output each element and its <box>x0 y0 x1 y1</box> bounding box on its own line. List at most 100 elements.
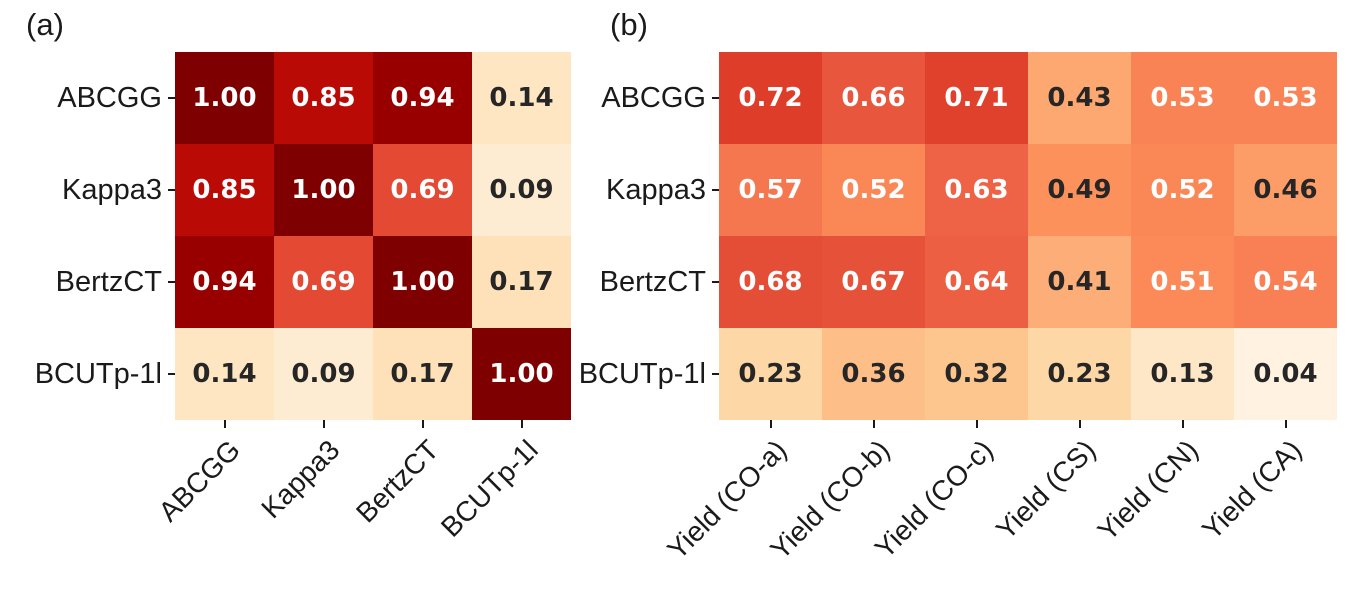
heatmap-cell: 0.57 <box>719 144 822 236</box>
x-tick: Yield (CO-c) <box>868 420 1028 590</box>
heatmap-row: ABCGG 0.72 0.66 0.71 0.43 0.53 0.53 <box>600 52 1337 144</box>
heatmap-cell: 0.52 <box>822 144 925 236</box>
x-tick: Yield (CO-a) <box>661 420 822 590</box>
heatmap-cell: 0.85 <box>175 144 274 236</box>
heatmap-cell: 0.94 <box>175 236 274 328</box>
x-tick-mark <box>520 420 523 428</box>
y-tick-label: Kappa3 <box>62 173 162 206</box>
x-tick-mark <box>322 420 325 428</box>
heatmap-cell: 0.09 <box>274 328 373 420</box>
heatmap-cell: 0.85 <box>274 52 373 144</box>
heatmap-cell: 0.41 <box>1028 236 1131 328</box>
x-tick-mark <box>421 420 424 428</box>
x-tick-mark <box>1284 420 1287 428</box>
y-tick-mark <box>168 281 175 283</box>
y-tick-label: Kappa3 <box>606 173 706 206</box>
y-tick-mark <box>168 373 175 375</box>
heatmap-cell: 1.00 <box>373 236 472 328</box>
y-tick-mark <box>712 97 719 99</box>
x-axis: ABCGG Kappa3 BertzCT BCUTp-1l <box>153 420 571 590</box>
heatmap-cell: 0.51 <box>1131 236 1234 328</box>
x-tick: Yield (CN) <box>1092 420 1234 590</box>
heatmap-cell: 0.64 <box>925 236 1028 328</box>
heatmap-cell: 1.00 <box>274 144 373 236</box>
heatmap-cell: 0.09 <box>472 144 571 236</box>
panel-a-label: (a) <box>26 7 64 42</box>
x-tick: Kappa3 <box>255 420 373 590</box>
heatmap-b: ABCGG 0.72 0.66 0.71 0.43 0.53 0.53 Kappa3 0.57 0… <box>579 52 1337 590</box>
heatmap-cell: 0.94 <box>373 52 472 144</box>
heatmap-cell: 0.53 <box>1234 52 1337 144</box>
heatmap-cell: 0.36 <box>822 328 925 420</box>
x-tick: BCUTp-1l <box>435 420 571 590</box>
heatmap-cell: 0.69 <box>373 144 472 236</box>
x-tick-mark <box>872 420 875 428</box>
heatmap-cell: 0.71 <box>925 52 1028 144</box>
x-tick: BertzCT <box>350 420 472 590</box>
y-tick: BCUTp-1l <box>579 328 719 420</box>
heatmap-cell: 0.17 <box>472 236 571 328</box>
heatmap-cell: 0.66 <box>822 52 925 144</box>
y-tick: Kappa3 <box>600 144 719 236</box>
heatmap-cell: 0.63 <box>925 144 1028 236</box>
y-tick-label: ABCGG <box>601 81 706 114</box>
heatmap-cell: 0.23 <box>719 328 822 420</box>
heatmap-cell: 0.72 <box>719 52 822 144</box>
y-tick-mark <box>168 189 175 191</box>
heatmap-cell: 0.49 <box>1028 144 1131 236</box>
heatmap-cell: 0.13 <box>1131 328 1234 420</box>
heatmap-row: ABCGG 1.00 0.85 0.94 0.14 <box>0 52 571 144</box>
y-tick: BCUTp-1l <box>0 328 175 420</box>
panel-b: (b) ABCGG 0.72 0.66 0.71 0.43 0.53 0.53 Kappa3 0… <box>579 0 1346 590</box>
heatmap-cell: 0.68 <box>719 236 822 328</box>
heatmap-cell: 0.04 <box>1234 328 1337 420</box>
y-tick-label: ABCGG <box>57 81 162 114</box>
y-tick: ABCGG <box>0 52 175 144</box>
x-tick-label: ABCGG <box>152 434 247 528</box>
heatmap-row: BertzCT 0.68 0.67 0.64 0.41 0.51 0.54 <box>600 236 1337 328</box>
y-tick: ABCGG <box>600 52 719 144</box>
x-tick: Yield (CA) <box>1196 420 1337 590</box>
heatmap-cell: 0.17 <box>373 328 472 420</box>
panel-a: (a) ABCGG 1.00 0.85 0.94 0.14 Kappa3 0.85 1.00 0… <box>0 0 600 590</box>
heatmap-cell: 0.14 <box>175 328 274 420</box>
heatmap-row: BertzCT 0.94 0.69 1.00 0.17 <box>0 236 571 328</box>
x-axis: Yield (CO-a) Yield (CO-b) Yield (CO-c) Yiel… <box>661 420 1337 590</box>
heatmap-cell: 0.53 <box>1131 52 1234 144</box>
heatmap-cell: 0.67 <box>822 236 925 328</box>
y-tick-mark <box>168 97 175 99</box>
heatmap-a: ABCGG 1.00 0.85 0.94 0.14 Kappa3 0.85 1.00 0.69 0… <box>0 52 571 590</box>
heatmap-cell: 0.52 <box>1131 144 1234 236</box>
x-tick: ABCGG <box>153 420 274 590</box>
y-tick-mark <box>712 281 719 283</box>
heatmap-row: Kappa3 0.57 0.52 0.63 0.49 0.52 0.46 <box>600 144 1337 236</box>
y-tick-mark <box>712 373 719 375</box>
heatmap-row: Kappa3 0.85 1.00 0.69 0.09 <box>0 144 571 236</box>
x-tick: Yield (CS) <box>990 420 1131 590</box>
y-tick-mark <box>712 189 719 191</box>
x-tick: Yield (CO-b) <box>764 420 925 590</box>
y-tick: BertzCT <box>600 236 719 328</box>
x-tick-mark <box>1181 420 1184 428</box>
heatmap-cell: 0.43 <box>1028 52 1131 144</box>
heatmap-cell: 0.32 <box>925 328 1028 420</box>
y-tick: Kappa3 <box>0 144 175 236</box>
heatmap-row: BCUTp-1l 0.23 0.36 0.32 0.23 0.13 0.04 <box>579 328 1337 420</box>
x-tick-mark <box>1078 420 1081 428</box>
heatmap-cell: 1.00 <box>175 52 274 144</box>
heatmap-row: BCUTp-1l 0.14 0.09 0.17 1.00 <box>0 328 571 420</box>
heatmap-cell: 0.14 <box>472 52 571 144</box>
y-tick: BertzCT <box>0 236 175 328</box>
heatmap-cell: 0.54 <box>1234 236 1337 328</box>
x-tick-mark <box>975 420 978 428</box>
x-tick-mark <box>223 420 226 428</box>
y-tick-label: BertzCT <box>55 265 162 298</box>
heatmap-cell: 0.46 <box>1234 144 1337 236</box>
heatmap-cell: 0.23 <box>1028 328 1131 420</box>
y-tick-label: BertzCT <box>599 265 706 298</box>
y-tick-label: BCUTp-1l <box>578 357 706 390</box>
x-tick-mark <box>769 420 772 428</box>
panel-b-label: (b) <box>610 7 648 42</box>
y-tick-label: BCUTp-1l <box>34 357 162 390</box>
